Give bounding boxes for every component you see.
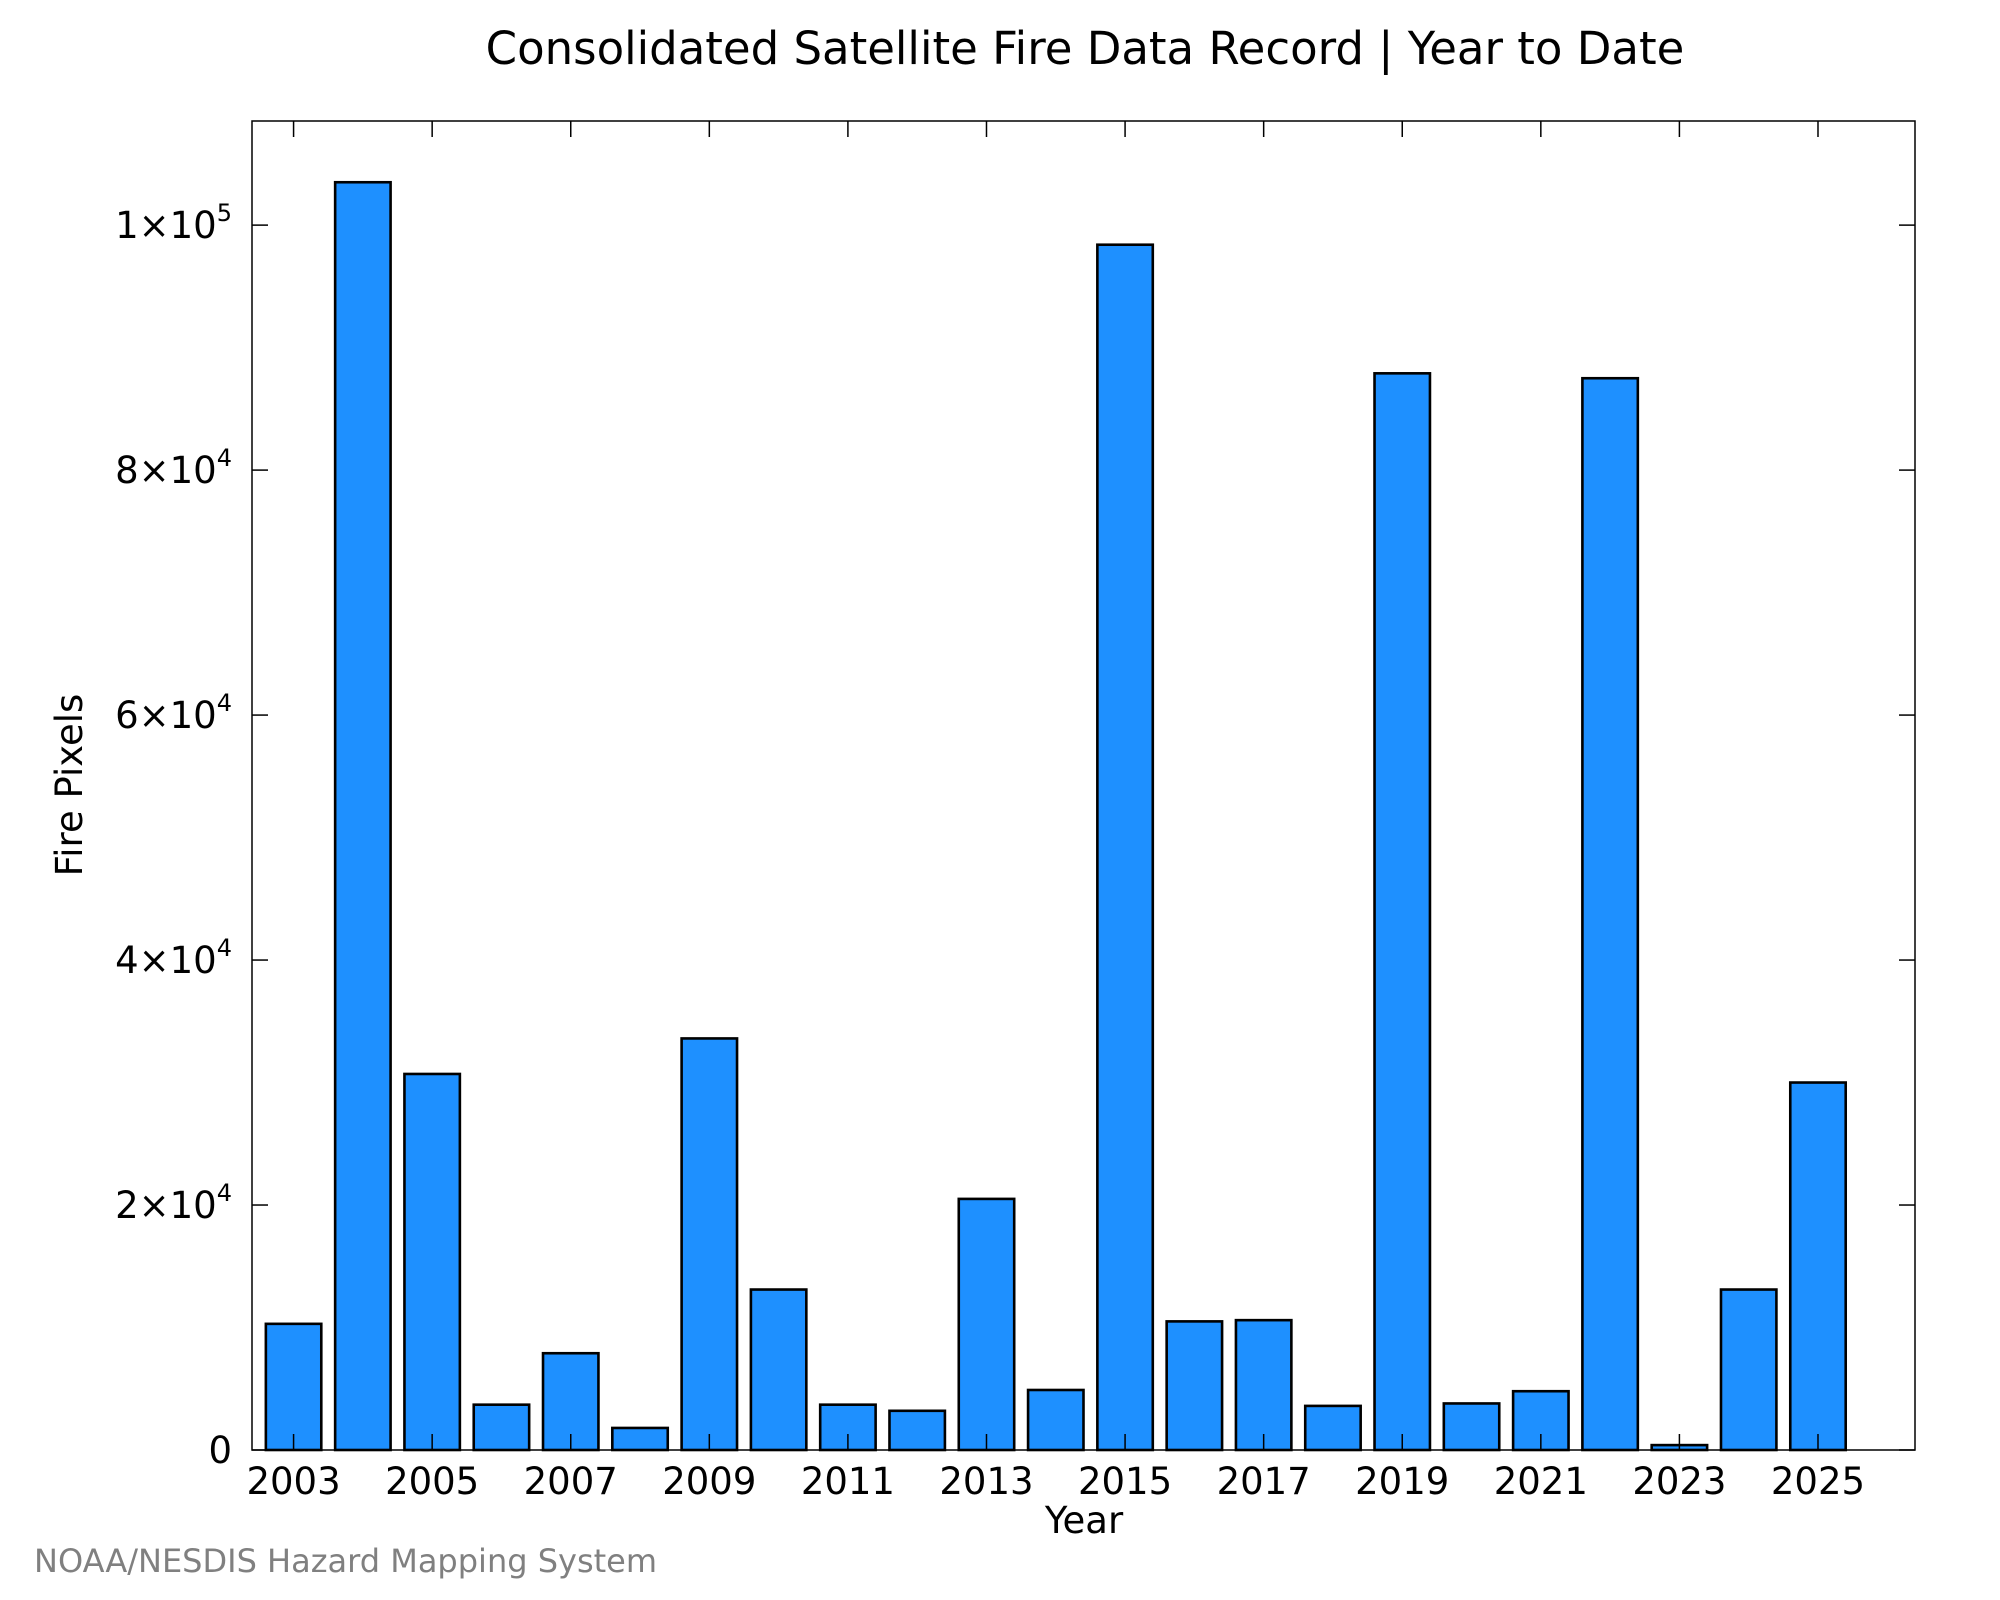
y-tick-label-40000: 4×104 xyxy=(115,934,232,982)
y-tick-label-80000: 8×104 xyxy=(115,444,232,492)
y-tick-labels: 0 2×104 4×104 6×104 8×104 1×105 xyxy=(115,199,232,1472)
source-credit: NOAA/NESDIS Hazard Mapping System xyxy=(34,1542,657,1580)
chart-title: Consolidated Satellite Fire Data Record … xyxy=(486,22,1685,75)
x-axis-label: Year xyxy=(1044,1499,1124,1542)
x-tick-label-2025: 2025 xyxy=(1771,1460,1865,1503)
bar-2007 xyxy=(541,1351,600,1452)
bar-2019 xyxy=(1373,372,1432,1452)
bar-2005 xyxy=(403,1072,462,1452)
x-tick-label-2011: 2011 xyxy=(801,1460,895,1503)
ticks-group xyxy=(252,121,1915,1451)
x-tick-label-2009: 2009 xyxy=(662,1460,756,1503)
bar-2022 xyxy=(1581,376,1640,1452)
bar-2020 xyxy=(1442,1402,1501,1452)
bar-2010 xyxy=(749,1288,808,1452)
bar-2014 xyxy=(1026,1388,1085,1452)
x-tick-label-2003: 2003 xyxy=(246,1460,340,1503)
bar-2015 xyxy=(1096,243,1155,1452)
x-tick-label-2021: 2021 xyxy=(1494,1460,1588,1503)
bar-2009 xyxy=(680,1037,739,1452)
x-tick-labels: 2003 2005 2007 2009 2011 2013 2015 2017 2019 2021… xyxy=(246,1460,1865,1503)
x-tick-label-2019: 2019 xyxy=(1355,1460,1449,1503)
y-tick-label-60000: 6×104 xyxy=(115,689,232,737)
bar-2016 xyxy=(1165,1320,1224,1452)
bar-2006 xyxy=(472,1403,531,1452)
x-tick-label-2005: 2005 xyxy=(385,1460,479,1503)
y-tick-label-100000: 1×105 xyxy=(115,199,232,247)
bar-2018 xyxy=(1303,1404,1362,1452)
x-tick-label-2007: 2007 xyxy=(524,1460,618,1503)
y-tick-label-0: 0 xyxy=(208,1429,232,1472)
x-tick-label-2017: 2017 xyxy=(1217,1460,1311,1503)
bar-2025 xyxy=(1788,1081,1848,1452)
bar-2003 xyxy=(264,1322,323,1452)
x-tick-label-2015: 2015 xyxy=(1078,1460,1172,1503)
x-tick-label-2013: 2013 xyxy=(939,1460,1033,1503)
y-axis-label: Fire Pixels xyxy=(48,694,91,877)
bars-group xyxy=(264,180,1848,1452)
bar-2013 xyxy=(957,1197,1016,1452)
bar-2024 xyxy=(1719,1288,1778,1452)
x-tick-label-2023: 2023 xyxy=(1632,1460,1726,1503)
bar-2004 xyxy=(333,180,392,1452)
bar-2012 xyxy=(888,1409,947,1452)
bar-2008 xyxy=(611,1426,670,1452)
plot-frame xyxy=(251,120,1916,1451)
bar-2017 xyxy=(1234,1318,1293,1452)
y-tick-label-20000: 2×104 xyxy=(115,1179,232,1227)
